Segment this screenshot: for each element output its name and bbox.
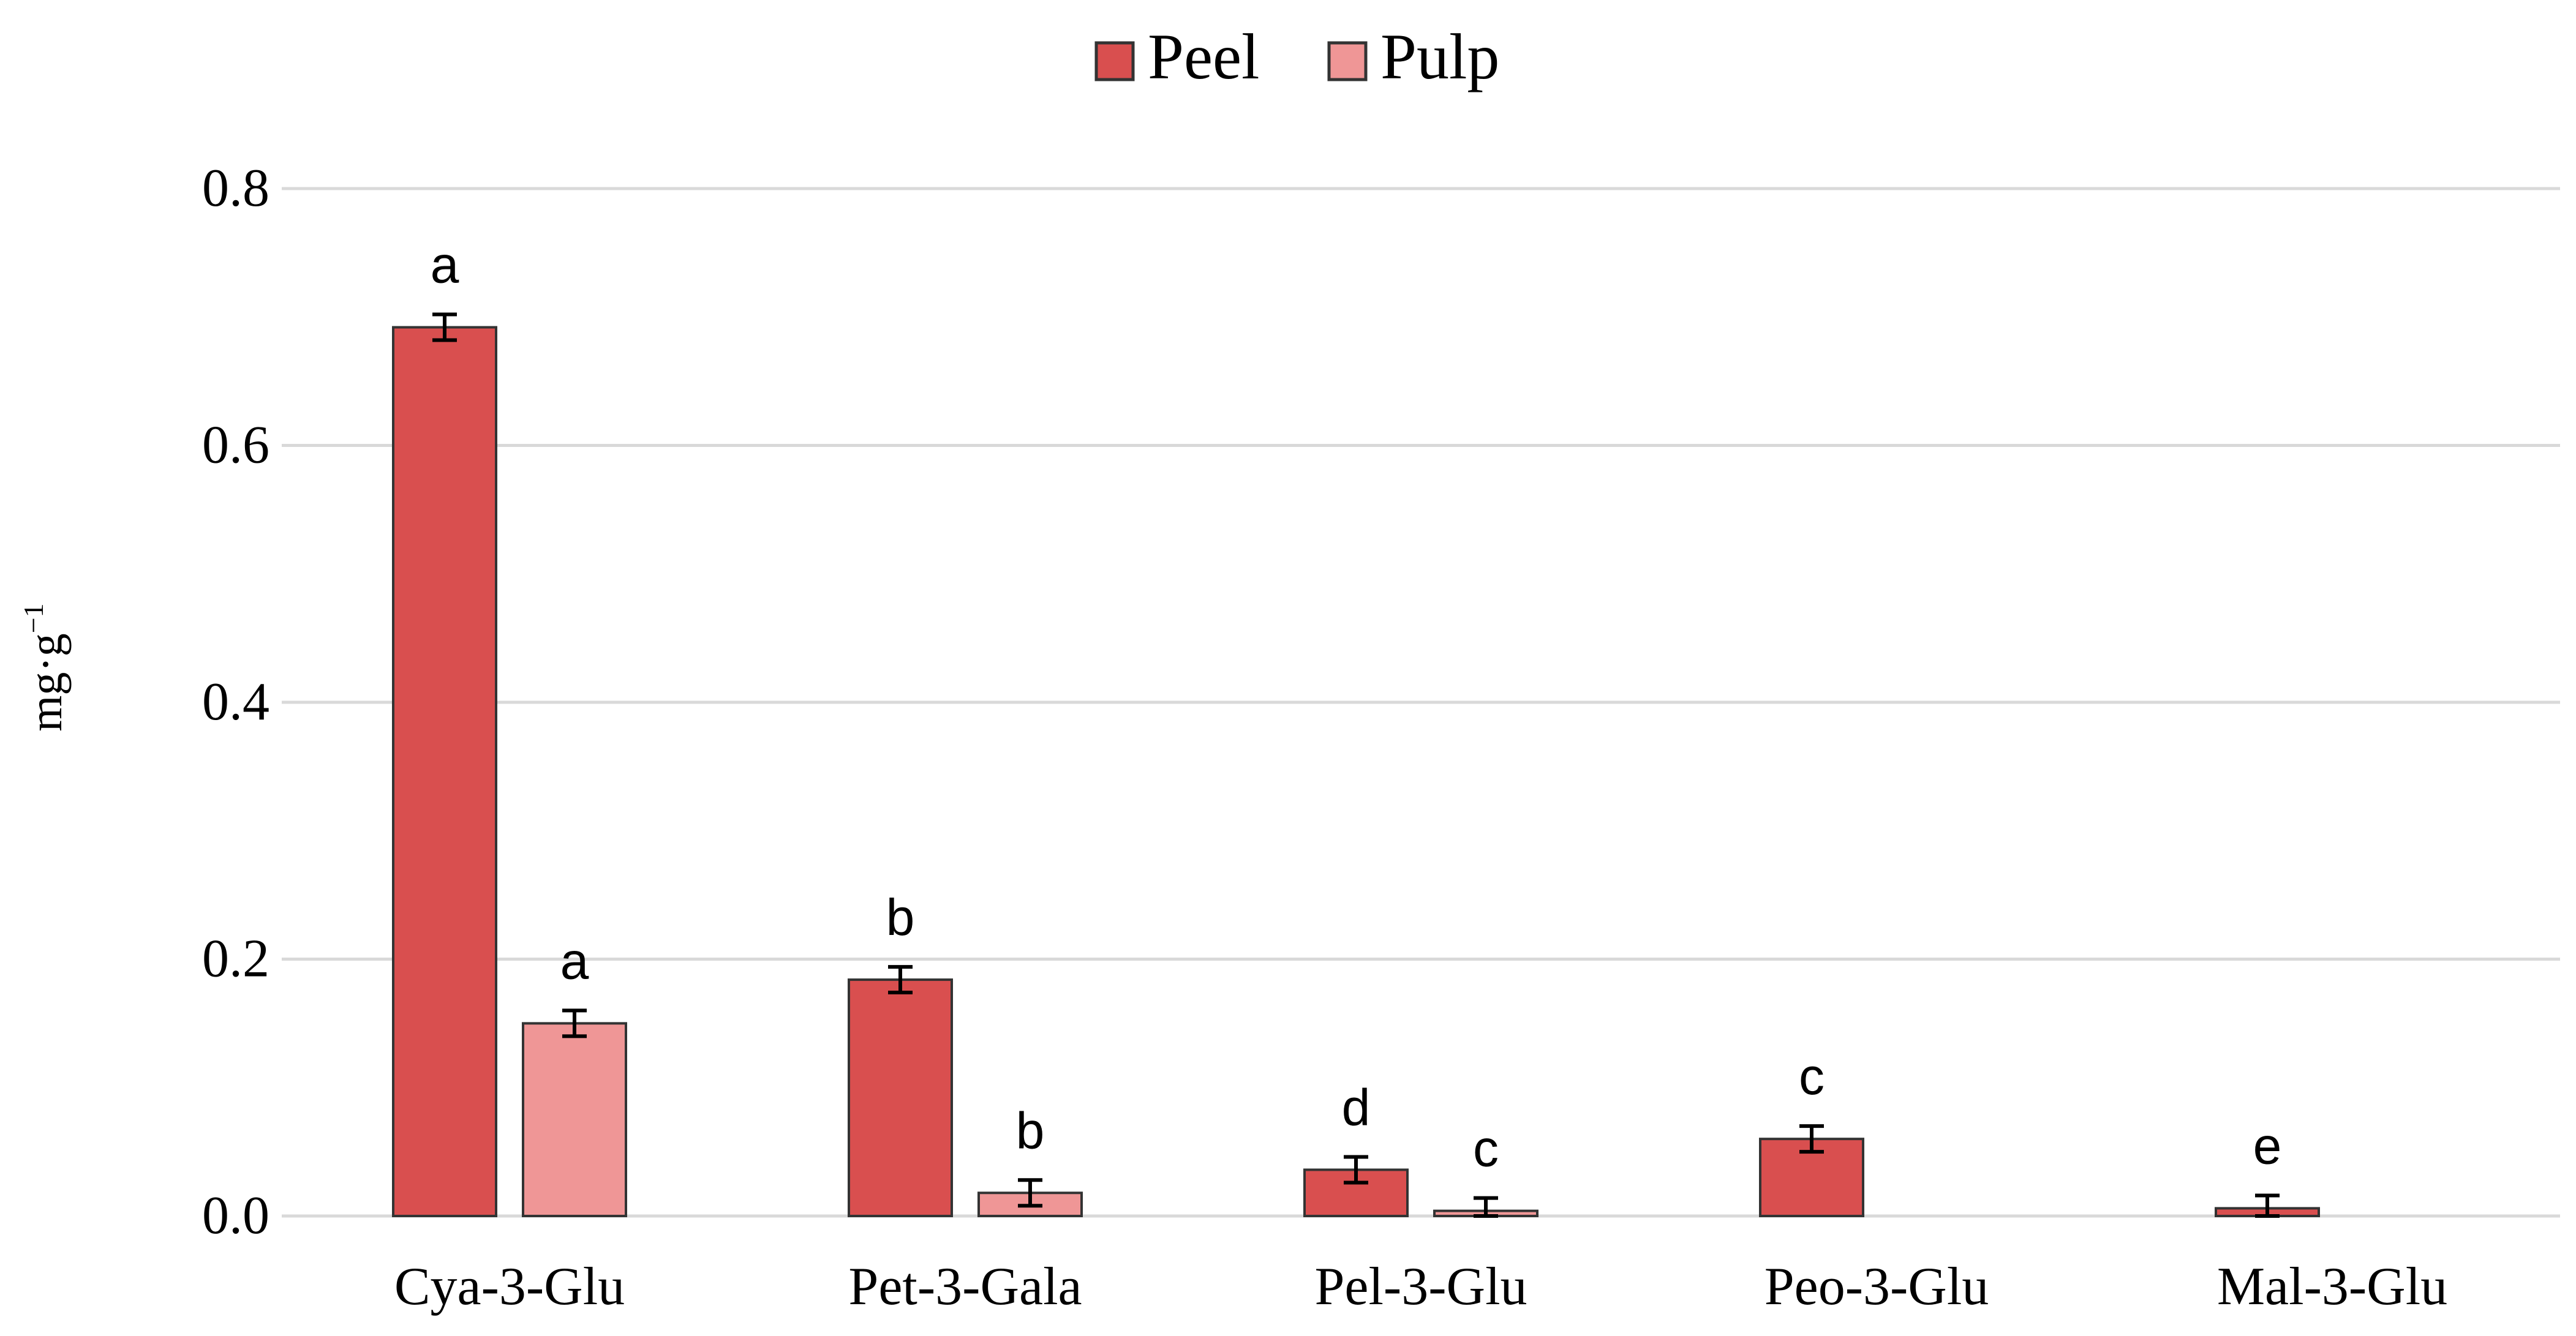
legend-label: Pulp (1380, 21, 1499, 92)
x-tick-label: Mal-3-Glu (2217, 1257, 2447, 1316)
significance-letter: a (431, 236, 459, 294)
x-tick-label: Pet-3-Gala (848, 1257, 1082, 1316)
x-tick-label: Cya-3-Glu (394, 1257, 625, 1316)
y-tick-label: 0.0 (202, 1186, 269, 1245)
bars: a a b b d c c e (392, 236, 2320, 1218)
x-axis-ticks: Cya-3-Glu Pet-3-Gala Pel-3-Glu Peo-3-Glu Mal… (394, 1257, 2447, 1316)
legend-swatch-peel (1094, 41, 1135, 81)
significance-letter: b (886, 888, 915, 946)
significance-letter: c (1473, 1120, 1499, 1177)
y-tick-label: 0.8 (202, 159, 269, 218)
legend: Peel Pulp (1094, 21, 1499, 92)
legend-swatch-pulp (1327, 41, 1368, 81)
bar-peel (1303, 1168, 1409, 1217)
y-tick-label: 0.6 (202, 416, 269, 475)
y-axis-label-text: mg·g (20, 633, 72, 731)
significance-letter: d (1342, 1079, 1371, 1136)
significance-letter: b (1016, 1101, 1045, 1159)
y-axis-ticks: 0.0 0.2 0.4 0.6 0.8 (202, 159, 269, 1245)
bar-peel (848, 978, 953, 1218)
y-axis-label: mg·g−1 (18, 603, 72, 731)
significance-letter: e (2253, 1117, 2282, 1174)
x-tick-label: Pel-3-Glu (1314, 1257, 1527, 1316)
gridlines (282, 187, 2560, 1218)
significance-letter: a (560, 932, 589, 989)
bar-pulp (522, 1022, 627, 1217)
y-axis-label-superscript: −1 (18, 603, 49, 633)
significance-letter: c (1799, 1048, 1825, 1105)
y-tick-label: 0.4 (202, 672, 269, 732)
bar-peel (392, 326, 497, 1217)
y-tick-label: 0.2 (202, 929, 269, 989)
x-tick-label: Peo-3-Glu (1764, 1257, 1989, 1316)
legend-label: Peel (1148, 21, 1260, 92)
